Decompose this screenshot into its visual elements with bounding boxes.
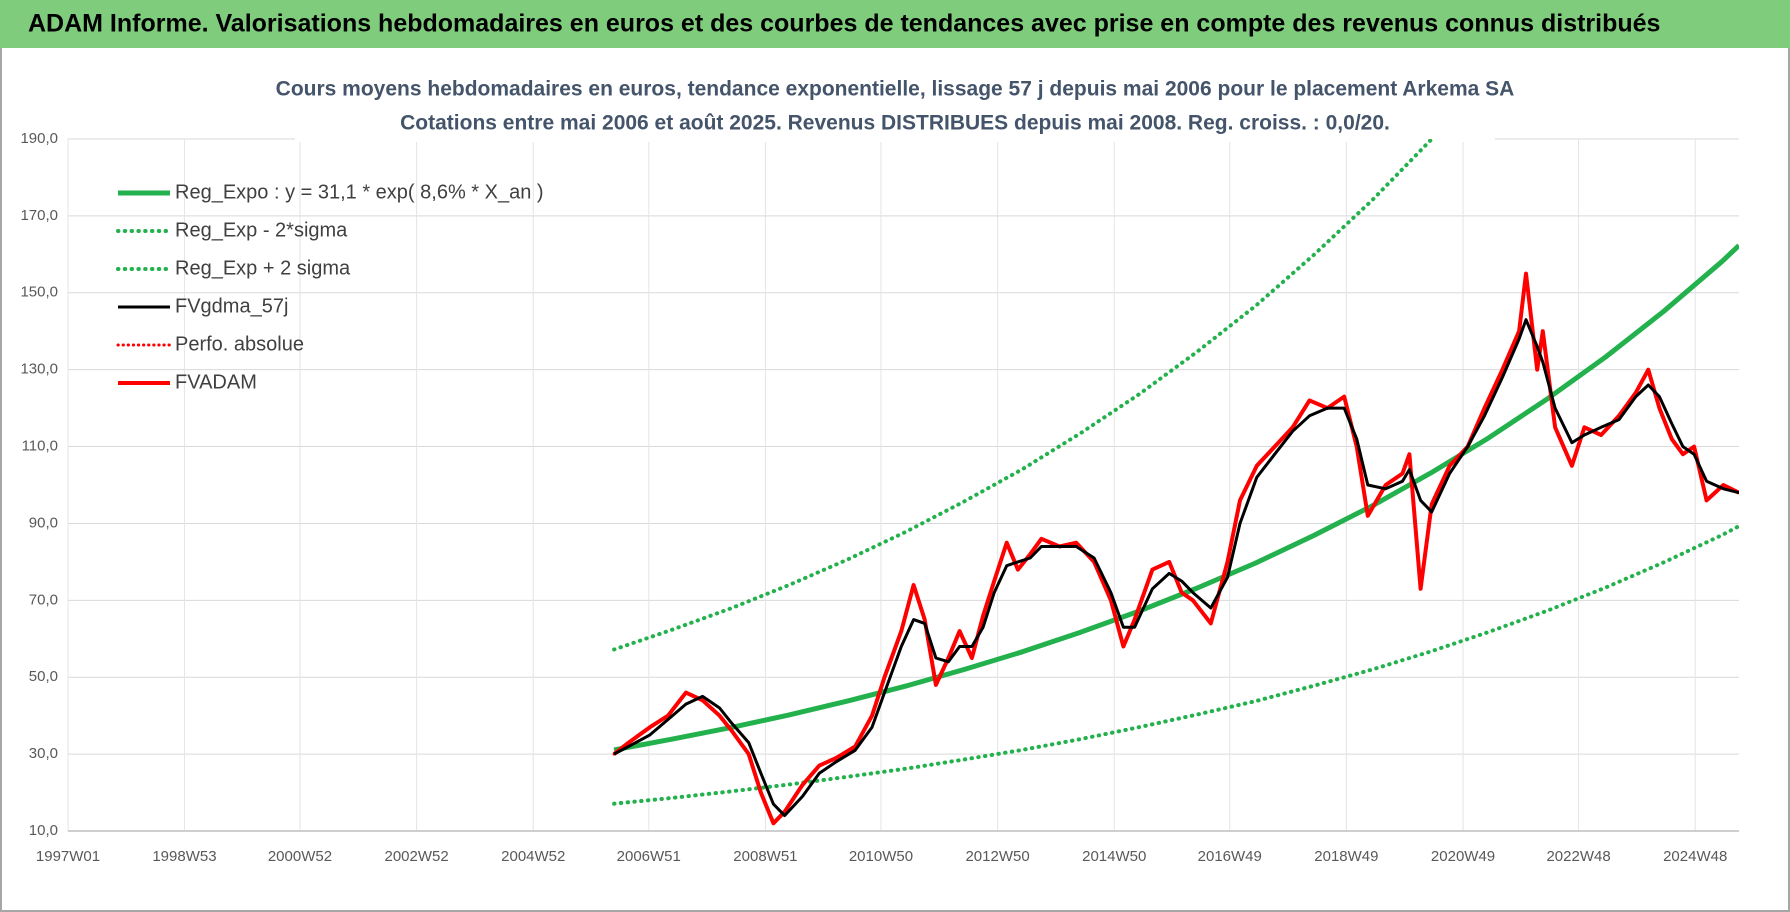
x-tick-label: 2006W51 [617, 848, 681, 865]
x-tick-label: 2024W48 [1663, 848, 1727, 865]
series-line [612, 524, 1739, 806]
legend-label: Reg_Expo : y = 31,1 * exp( 8,6% * X_an ) [175, 181, 544, 203]
series-line [613, 318, 1739, 818]
banner [0, 0, 1790, 48]
x-tick-label: 1998W53 [152, 848, 216, 865]
x-tick-label: 2000W52 [268, 848, 332, 865]
x-tick-label: 2014W50 [1082, 848, 1146, 865]
legend: Reg_Expo : y = 31,1 * exp( 8,6% * X_an )… [116, 181, 544, 393]
y-tick-label: 190,0 [20, 130, 58, 147]
title-box [295, 70, 1495, 142]
legend-label: Perfo. absolue [175, 333, 304, 355]
plot [612, 139, 1739, 826]
x-tick-label: 2002W52 [384, 848, 448, 865]
legend-label: Reg_Exp + 2 sigma [175, 257, 351, 279]
series-line [612, 139, 1435, 652]
series-line [612, 271, 1739, 826]
chart-title: Cours moyens hebdomadaires en euros, ten… [276, 78, 1515, 101]
grid [67, 138, 1739, 832]
legend-label: FVADAM [175, 371, 257, 393]
x-tick-label: 2008W51 [733, 848, 797, 865]
x-tick-label: 2022W48 [1546, 848, 1610, 865]
x-tick-label: 2016W49 [1198, 848, 1262, 865]
legend-label: Reg_Exp - 2*sigma [175, 219, 348, 241]
x-tick-label: 2020W49 [1431, 848, 1495, 865]
y-tick-label: 70,0 [29, 591, 58, 608]
x-tick-label: 2018W49 [1314, 848, 1378, 865]
y-tick-label: 150,0 [20, 284, 58, 301]
y-tick-label: 110,0 [22, 438, 58, 455]
y-tick-label: 30,0 [29, 745, 58, 762]
chart-subtitle: Cotations entre mai 2006 et août 2025. R… [400, 112, 1390, 135]
x-tick-label: 2012W50 [965, 848, 1029, 865]
series-line [613, 243, 1739, 753]
x-tick-label: 2010W50 [849, 848, 913, 865]
y-tick-label: 10,0 [29, 822, 58, 839]
y-tick-label: 50,0 [29, 668, 58, 685]
x-tick-label: 2004W52 [501, 848, 565, 865]
x-tick-label: 1997W01 [36, 848, 100, 865]
y-tick-label: 90,0 [29, 514, 58, 531]
legend-label: FVgdma_57j [175, 295, 288, 317]
page-title: ADAM Informe. Valorisations hebdomadaire… [28, 10, 1660, 38]
y-tick-label: 130,0 [20, 361, 58, 378]
y-tick-label: 170,0 [20, 207, 58, 224]
